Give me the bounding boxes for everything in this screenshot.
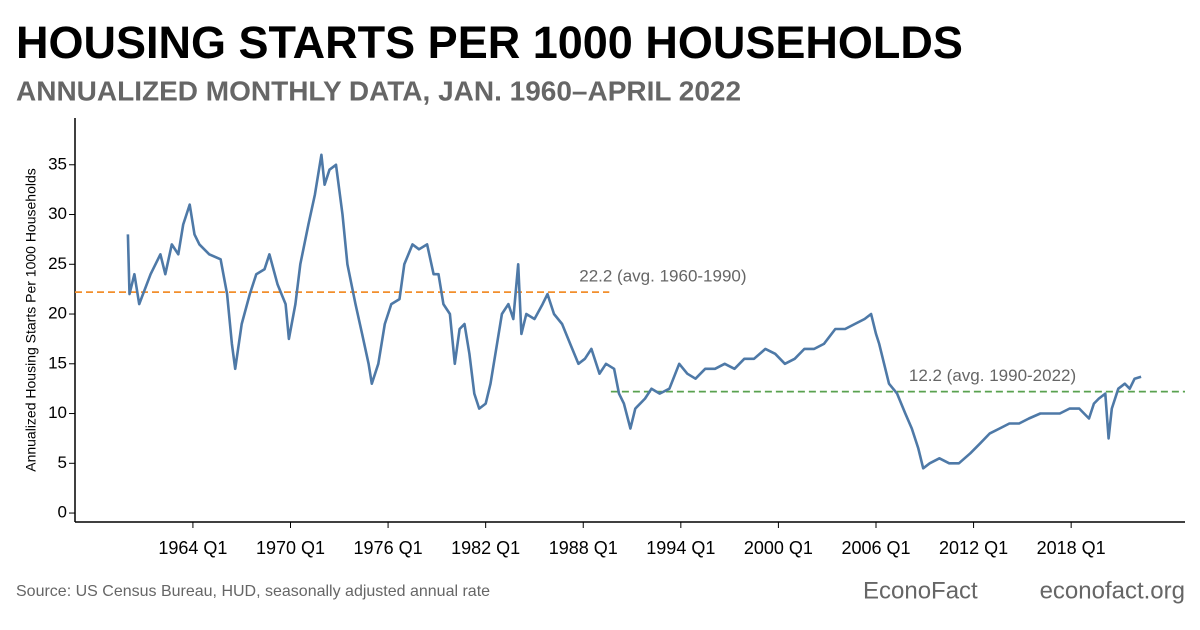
y-tick-label: 30 <box>48 204 67 223</box>
y-axis-label: Annualized Housing Starts Per 1000 House… <box>23 168 39 472</box>
brand: EconoFact <box>863 577 978 604</box>
y-tick-label: 35 <box>48 154 67 173</box>
x-tick-label: 2000 Q1 <box>744 538 813 558</box>
reference-label: 22.2 (avg. 1960-1990) <box>579 267 746 286</box>
y-tick-label: 20 <box>48 304 67 323</box>
y-tick-label: 15 <box>48 353 67 372</box>
y-tick-label: 10 <box>48 403 67 422</box>
y-tick-label: 5 <box>58 453 67 472</box>
x-tick-label: 2006 Q1 <box>841 538 910 558</box>
reference-label: 12.2 (avg. 1990-2022) <box>909 366 1076 385</box>
x-tick-label: 2012 Q1 <box>939 538 1008 558</box>
x-tick-label: 1970 Q1 <box>256 538 325 558</box>
x-tick-label: 2018 Q1 <box>1037 538 1106 558</box>
x-tick-label: 1964 Q1 <box>158 538 227 558</box>
data-line <box>126 153 1142 470</box>
x-tick-label: 1988 Q1 <box>549 538 618 558</box>
chart-title: HOUSING STARTS PER 1000 HOUSEHOLDS <box>16 17 963 68</box>
x-tick-label: 1994 Q1 <box>646 538 715 558</box>
x-tick-label: 1982 Q1 <box>451 538 520 558</box>
website: econofact.org <box>1040 577 1185 604</box>
y-tick-label: 0 <box>58 503 67 522</box>
source-note: Source: US Census Bureau, HUD, seasonall… <box>16 583 490 600</box>
chart-subtitle: ANNUALIZED MONTHLY DATA, JAN. 1960–APRIL… <box>16 75 741 106</box>
x-tick-label: 1976 Q1 <box>354 538 423 558</box>
y-tick-label: 25 <box>48 254 67 273</box>
